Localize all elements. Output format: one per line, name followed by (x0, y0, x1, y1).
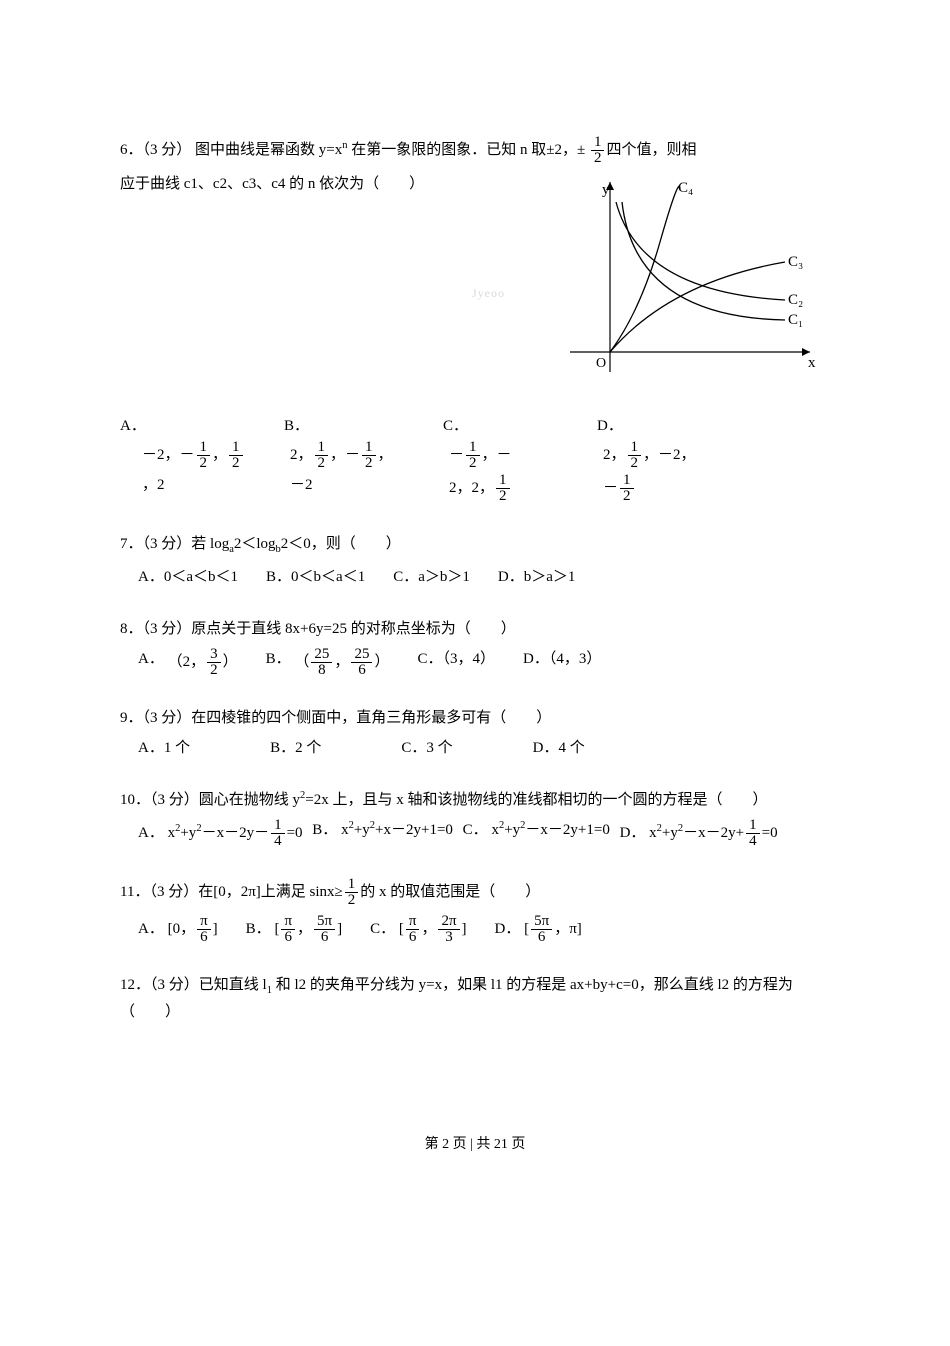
q6-points: （3 分） (143, 142, 192, 158)
c2-label: C₂ (788, 292, 803, 308)
q11-options: A． [0，π6] B． [π6，5π6] C． [π6，2π3] D． [5π… (120, 914, 830, 945)
q6-frac: 12 (591, 135, 605, 166)
q11-opt-b: B． [π6，5π6] (246, 914, 342, 945)
axis-y-label: y (602, 182, 610, 198)
q6-opt-a: A． －2，－12，12 ，2 (120, 414, 280, 497)
q10-opt-c: C． x2+y2－x－2y+1=0 (463, 818, 610, 842)
q9-opt-b: B．2 个 (270, 736, 321, 760)
q8-opt-c: C．（3，4） (417, 647, 495, 678)
q6-options: A． －2，－12，12 ，2 B． 2，12，－12， －2 C． －12，－ (120, 414, 830, 504)
q9-opt-c: C．3 个 (401, 736, 452, 760)
c1-label: C₁ (788, 312, 803, 328)
q12-stem: 12．（3 分）已知直线 l1 和 l2 的夹角平分线为 y=x，如果 l1 的… (120, 973, 830, 1024)
q11-opt-a: A． [0，π6] (138, 914, 218, 945)
q7-options: A．0＜a＜b＜1 B．0＜b＜a＜1 C．a＞b＞1 D．b＞a＞1 (120, 565, 830, 589)
q6-t1: 图中曲线是幂函数 y=x (195, 142, 342, 158)
q6-opt-b: B． 2，12，－12， －2 (284, 414, 439, 497)
question-9: 9．（3 分）在四棱锥的四个侧面中，直角三角形最多可有（ ） A．1 个 B．2… (120, 706, 830, 760)
q8-opt-a: A． （2，32） (138, 647, 238, 678)
q11-opt-d: D． [5π6，π] (495, 914, 582, 945)
question-7: 7．（3 分）若 loga2＜logb2＜0，则（ ） A．0＜a＜b＜1 B．… (120, 532, 830, 589)
q7-opt-d: D．b＞a＞1 (498, 565, 576, 589)
page-footer: 第 2 页 | 共 21 页 (120, 1134, 830, 1156)
question-6: 6．（3 分） 图中曲线是幂函数 y=xn 在第一象限的图象．已知 n 取±2，… (120, 135, 830, 504)
q7-opt-a: A．0＜a＜b＜1 (138, 565, 238, 589)
q9-opt-d: D．4 个 (533, 736, 585, 760)
q7-opt-c: C．a＞b＞1 (393, 565, 470, 589)
q8-options: A． （2，32） B． （258，256） C．（3，4） D．（4，3） (120, 647, 830, 678)
q6-t3: 四个值，则相 (606, 142, 696, 158)
q10-options: A． x2+y2－x－2y－14=0 B． x2+y2+x－2y+1=0 C． … (120, 818, 830, 849)
q7-opt-b: B．0＜b＜a＜1 (266, 565, 365, 589)
q10-opt-a: A． x2+y2－x－2y－14=0 (138, 818, 303, 849)
q7-stem: 7．（3 分）若 loga2＜logb2＜0，则（ ） (120, 532, 830, 559)
q8-stem: 8．（3 分）原点关于直线 8x+6y=25 的对称点坐标为（ ） (120, 617, 830, 641)
q6-opt-c: C． －12，－ 2，2，12 (443, 414, 593, 504)
q6-stem: 6．（3 分） 图中曲线是幂函数 y=xn 在第一象限的图象．已知 n 取±2，… (120, 135, 830, 166)
q9-options: A．1 个 B．2 个 C．3 个 D．4 个 (120, 736, 830, 760)
q9-opt-a: A．1 个 (138, 736, 190, 760)
axis-x-label: x (808, 355, 816, 371)
q8-opt-b: B． （258，256） (266, 647, 390, 678)
q6-t2: 在第一象限的图象．已知 n 取±2，± (348, 142, 589, 158)
q11-opt-c: C． [π6，2π3] (370, 914, 466, 945)
q6-opt-d: D． 2，12，－2， －12 (597, 414, 757, 504)
q10-opt-d: D． x2+y2－x－2y+14=0 (620, 818, 778, 849)
question-12: 12．（3 分）已知直线 l1 和 l2 的夹角平分线为 y=x，如果 l1 的… (120, 973, 830, 1024)
q9-stem: 9．（3 分）在四棱锥的四个侧面中，直角三角形最多可有（ ） (120, 706, 830, 730)
question-11: 11．（3 分）在[0，2π]上满足 sinx≥12的 x 的取值范围是（ ） … (120, 877, 830, 945)
q11-stem: 11．（3 分）在[0，2π]上满足 sinx≥12的 x 的取值范围是（ ） (120, 877, 830, 908)
q6-chart: y x O C₄ C₃ C₂ C₁ (550, 172, 830, 400)
origin-label: O (596, 356, 606, 371)
question-8: 8．（3 分）原点关于直线 8x+6y=25 的对称点坐标为（ ） A． （2，… (120, 617, 830, 678)
q10-opt-b: B． x2+y2+x－2y+1=0 (312, 818, 453, 842)
c4-label: C₄ (678, 180, 693, 196)
q10-stem: 10．（3 分）圆心在抛物线 y2=2x 上，且与 x 轴和该抛物线的准线都相切… (120, 788, 830, 812)
c3-label: C₃ (788, 254, 803, 270)
q8-opt-d: D．（4，3） (523, 647, 601, 678)
question-10: 10．（3 分）圆心在抛物线 y2=2x 上，且与 x 轴和该抛物线的准线都相切… (120, 788, 830, 849)
page: Jyeoo 6．（3 分） 图中曲线是幂函数 y=xn 在第一象限的图象．已知 … (0, 0, 950, 1196)
power-function-chart: y x O C₄ C₃ C₂ C₁ (550, 172, 830, 392)
